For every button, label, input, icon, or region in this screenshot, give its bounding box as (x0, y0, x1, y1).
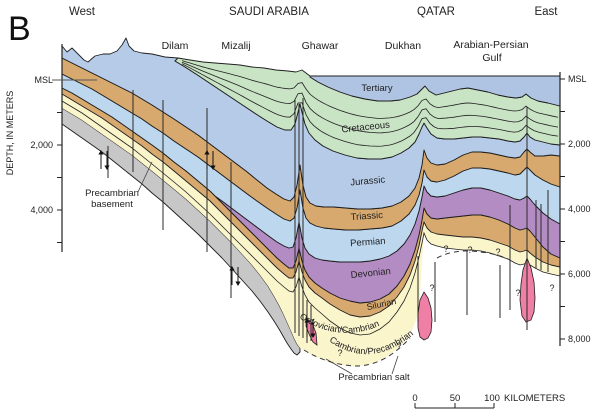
scale-bar-label: 100 (484, 393, 500, 404)
scale-bar-label: 50 (450, 393, 461, 404)
question-mark: ? (396, 341, 401, 351)
region-label: QATAR (417, 6, 455, 18)
left-axis-label: 2,000 (30, 140, 53, 150)
cretaceous-internal-line-3 (181, 63, 559, 147)
layer-label: Tertiary (361, 83, 392, 94)
left-axis-label: MSL (34, 75, 53, 85)
layer-label: Cretaceous (341, 119, 391, 135)
layer-tertiary (309, 75, 561, 107)
location-label: Gulf (482, 52, 501, 64)
right-axis-label: 8,000 (568, 334, 591, 344)
annotation-salt: Precambrian salt (338, 372, 410, 383)
fault-slip-arrows (229, 266, 241, 286)
location-label: Mizalij (221, 40, 250, 52)
location-label: Arabian-Persian (453, 39, 528, 51)
right-axis-label: MSL (568, 74, 587, 84)
cretaceous-internal-line-2 (181, 61, 559, 134)
region-label: West (69, 6, 96, 18)
dashed-basin-bottom-unknown (303, 337, 411, 367)
question-mark: ? (429, 283, 434, 293)
location-label: Dukhan (385, 40, 421, 52)
left-axis-label: 4,000 (30, 205, 53, 215)
right-axis-label: 2,000 (568, 139, 591, 149)
layer-label: Triassic (350, 210, 383, 223)
annotation-basement: basement (91, 199, 133, 210)
leader-line (391, 355, 399, 375)
location-label: Ghawar (302, 40, 339, 52)
question-mark: ? (549, 283, 554, 293)
question-mark: ? (515, 288, 520, 298)
layer-basement (61, 107, 301, 356)
left-axis-title: DEPTH, IN METERS (5, 91, 15, 176)
region-label: East (534, 6, 558, 18)
layer-label: Permian (350, 236, 386, 249)
leader-line (137, 161, 153, 193)
question-mark: ? (495, 247, 500, 257)
panel-label: B (8, 10, 31, 48)
layer-cambrian-precambrian (62, 101, 427, 366)
dukhan-salt-diapir (417, 291, 433, 341)
layer-label: Devonian (350, 266, 391, 281)
annotation-basement: Precambrian (85, 188, 139, 199)
right-axis-label: 4,000 (568, 204, 591, 214)
fault-slip-arrows (304, 318, 316, 338)
question-mark: ? (467, 245, 472, 255)
question-mark: ? (443, 244, 448, 254)
right-axis-label: 6,000 (568, 269, 591, 279)
scale-bar-unit: KILOMETERS (504, 393, 565, 404)
question-mark: ? (337, 348, 342, 358)
region-label: SAUDI ARABIA (229, 6, 309, 18)
location-label: Dilam (162, 40, 189, 52)
cretaceous-internal-line-1 (181, 60, 559, 119)
dashed-qatar-arch-unknown (436, 250, 509, 260)
layer-label: Jurassic (350, 174, 386, 188)
ordovician-cambrian-base-line (61, 100, 561, 336)
leader-line (325, 358, 353, 375)
fault-slip-arrows (98, 150, 110, 170)
fault-slip-arrows (204, 150, 216, 170)
scale-bar-label: 0 (412, 393, 417, 404)
